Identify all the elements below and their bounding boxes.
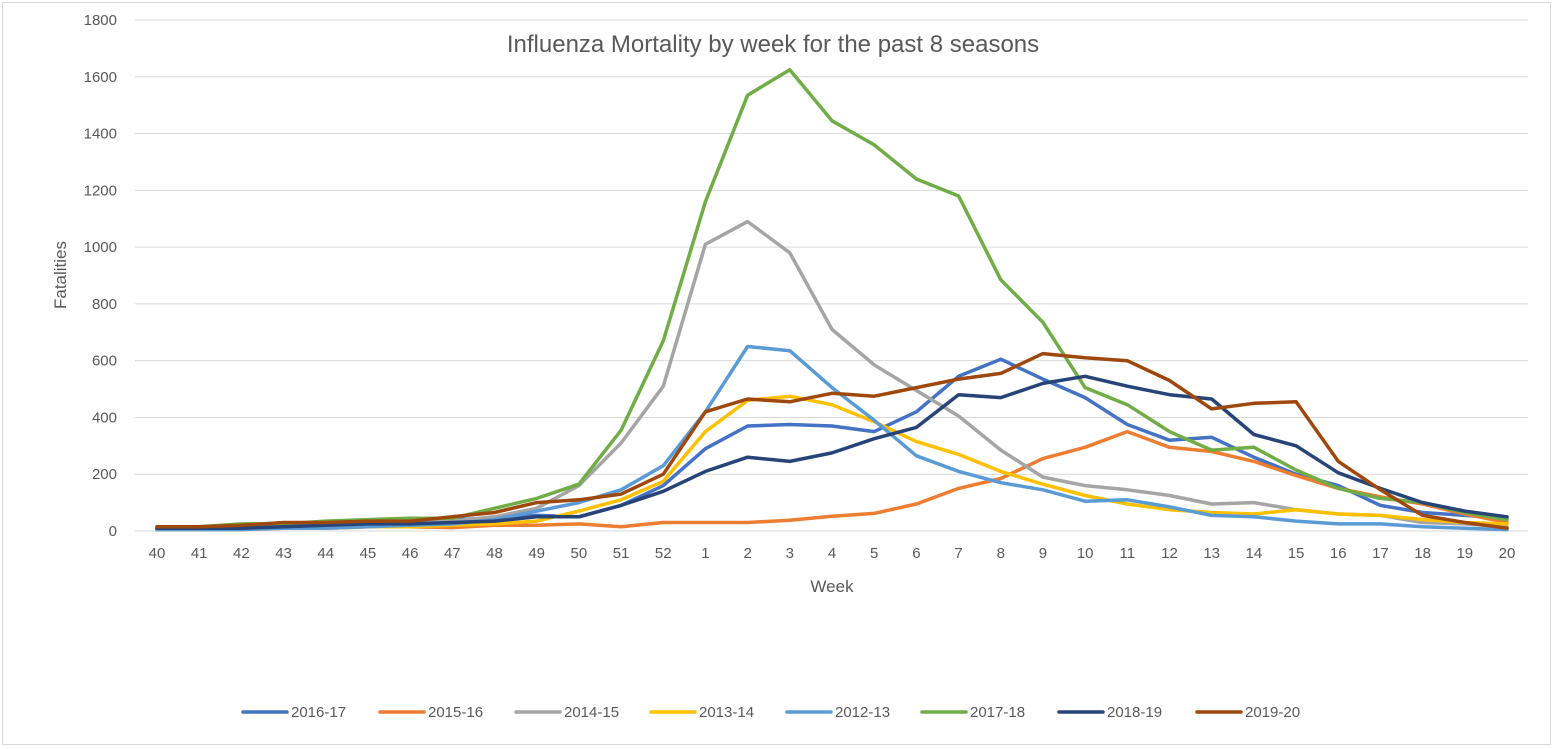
series-line-2016-17 <box>155 357 1509 530</box>
series-line-2014-15 <box>155 219 1509 530</box>
y-tick-label: 1600 <box>84 69 117 86</box>
x-tick-label: 47 <box>444 545 461 562</box>
x-tick-label: 43 <box>275 545 292 562</box>
x-tick-label: 40 <box>149 545 166 562</box>
x-tick-label: 49 <box>528 545 545 562</box>
x-tick-label: 42 <box>233 545 250 562</box>
x-tick-label: 45 <box>360 545 377 562</box>
x-tick-label: 6 <box>912 545 920 562</box>
legend-label-2012-13: 2012-13 <box>835 704 890 721</box>
x-tick-label: 51 <box>613 545 630 562</box>
series-line-2017-18 <box>155 67 1509 529</box>
y-tick-label: 400 <box>92 409 117 426</box>
x-tick-label: 18 <box>1414 545 1431 562</box>
y-axis-title: Fatalities <box>51 241 70 309</box>
x-tick-label: 13 <box>1203 545 1220 562</box>
x-tick-label: 11 <box>1120 545 1136 562</box>
chart-title: Influenza Mortality by week for the past… <box>507 31 1039 58</box>
y-tick-label: 1800 <box>84 12 117 29</box>
x-axis-title: Week <box>810 577 854 596</box>
x-tick-label: 17 <box>1372 545 1389 562</box>
x-tick-label: 12 <box>1161 545 1178 562</box>
x-tick-label: 5 <box>870 545 878 562</box>
series-line-2015-16 <box>155 429 1509 532</box>
y-tick-label: 1200 <box>84 182 117 199</box>
x-tick-label: 7 <box>954 545 962 562</box>
x-tick-label: 3 <box>786 545 794 562</box>
x-tick-label: 19 <box>1456 545 1473 562</box>
x-tick-label: 14 <box>1246 545 1263 562</box>
legend-label-2014-15: 2014-15 <box>564 704 619 721</box>
y-axis-ticks: 0 200 400 600 800 1000 1200 1400 1600 1800 <box>84 12 117 540</box>
y-tick-label: 200 <box>92 466 117 483</box>
x-tick-label: 2 <box>743 545 751 562</box>
x-tick-label: 8 <box>997 545 1005 562</box>
x-tick-label: 16 <box>1330 545 1347 562</box>
x-tick-label: 4 <box>828 545 836 562</box>
y-tick-label: 1400 <box>84 126 117 143</box>
x-tick-label: 50 <box>571 545 588 562</box>
x-tick-label: 44 <box>317 545 334 562</box>
x-tick-label: 15 <box>1288 545 1305 562</box>
y-tick-label: 600 <box>92 353 117 370</box>
x-tick-label: 20 <box>1499 545 1516 562</box>
x-axis-ticks: 40 41 42 43 44 45 46 47 48 49 50 51 52 1 2 3 4 5 6 7 8 9 10 11 1… <box>149 545 1516 562</box>
series-lines <box>155 67 1509 532</box>
legend: 2016-17 2015-16 2014-15 2013-14 2012-13 2017-… <box>241 704 1300 721</box>
y-tick-label: 0 <box>109 523 117 540</box>
x-tick-label: 41 <box>191 545 208 562</box>
series-line-2018-19 <box>155 374 1509 530</box>
y-tick-label: 800 <box>92 296 117 313</box>
x-tick-label: 9 <box>1039 545 1047 562</box>
y-tick-label: 1000 <box>84 239 117 256</box>
x-tick-label: 48 <box>486 545 503 562</box>
x-tick-label: 52 <box>655 545 672 562</box>
legend-label-2018-19: 2018-19 <box>1107 704 1162 721</box>
legend-label-2019-20: 2019-20 <box>1245 704 1300 721</box>
legend-label-2016-17: 2016-17 <box>291 704 346 721</box>
legend-label-2013-14: 2013-14 <box>699 704 754 721</box>
series-line-2019-20 <box>155 351 1509 530</box>
series-line-2012-13 <box>155 344 1509 532</box>
x-tick-label: 46 <box>402 545 419 562</box>
x-tick-label: 1 <box>701 545 709 562</box>
legend-label-2015-16: 2015-16 <box>428 704 483 721</box>
x-tick-label: 10 <box>1077 545 1094 562</box>
legend-label-2017-18: 2017-18 <box>970 704 1025 721</box>
